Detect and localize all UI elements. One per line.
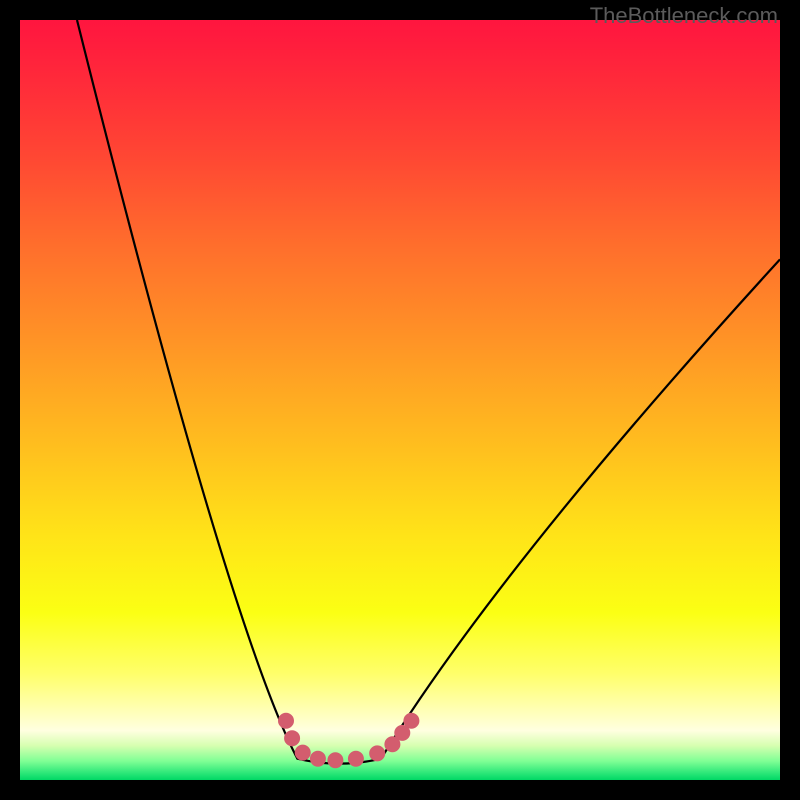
watermark-text: TheBottleneck.com (590, 3, 778, 29)
trough-marker (404, 713, 419, 728)
trough-marker (285, 731, 300, 746)
trough-marker (279, 713, 294, 728)
trough-marker (295, 745, 310, 760)
chart-svg (20, 20, 780, 780)
plot-area (20, 20, 780, 780)
trough-marker (310, 751, 325, 766)
chart-frame: TheBottleneck.com (0, 0, 800, 800)
trough-marker (328, 753, 343, 768)
trough-marker (348, 751, 363, 766)
trough-marker (370, 746, 385, 761)
gradient-background (20, 20, 780, 780)
